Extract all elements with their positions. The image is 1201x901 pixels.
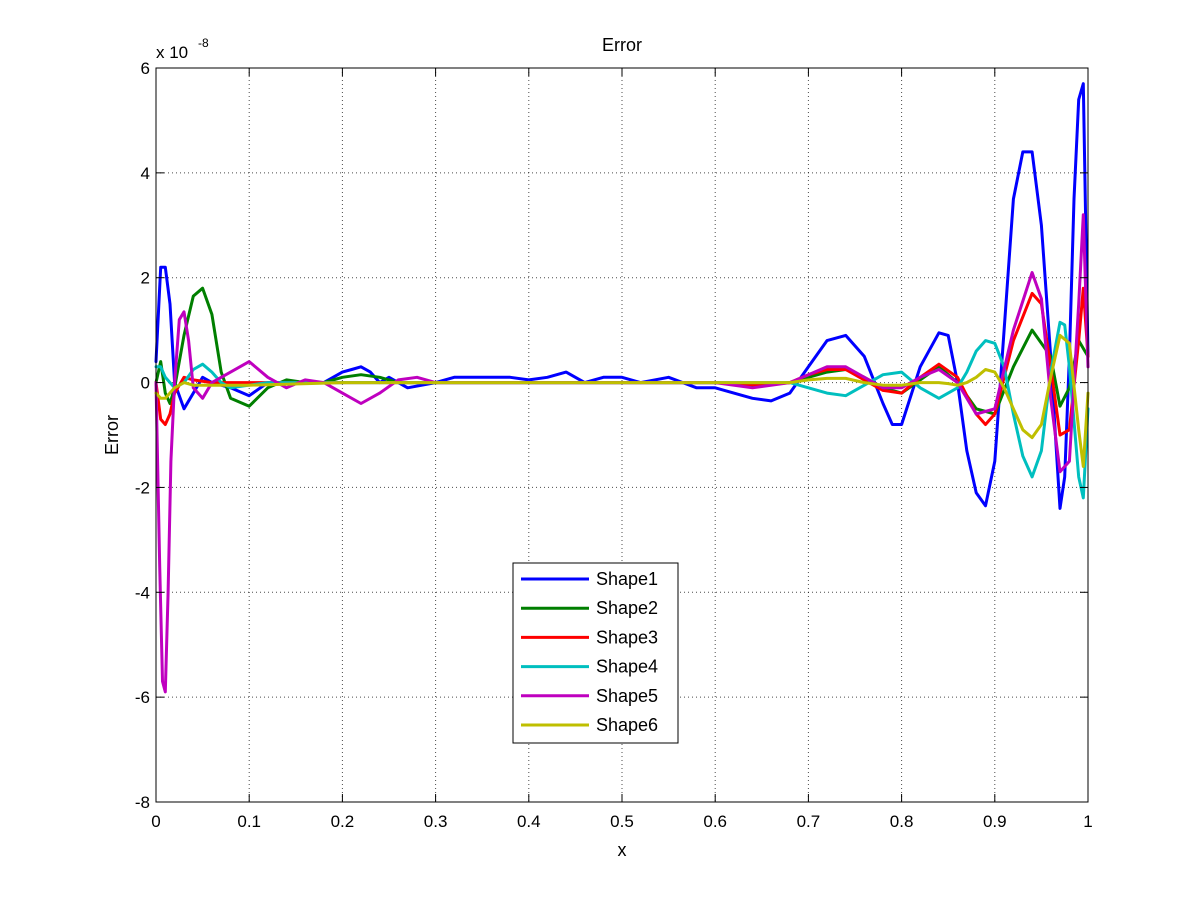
legend-label-shape5: Shape5 <box>596 686 658 706</box>
series-layer <box>154 82 1090 694</box>
legend-box <box>512 562 679 744</box>
legend-label-shape4: Shape4 <box>596 657 658 677</box>
x-tick-label: 0.4 <box>517 812 541 831</box>
y-tick-label: -2 <box>135 478 150 497</box>
x-tick-label: 0.2 <box>331 812 355 831</box>
y-tick-label: -6 <box>135 688 150 707</box>
legend-label-shape3: Shape3 <box>596 627 658 647</box>
x-axis-label: x <box>618 840 627 860</box>
x-tick-label: 1 <box>1083 812 1092 831</box>
series-line-shape6 <box>154 333 1090 468</box>
x-tick-label: 0.1 <box>237 812 261 831</box>
legend: Shape1 Shape2 Shape3 Shape4 Shape5 Shape6 <box>512 562 679 744</box>
y-tick-label: 2 <box>141 269 150 288</box>
y-tick-label: -4 <box>135 583 150 602</box>
chart-title: Error <box>602 35 642 55</box>
y-tick-labels: -8 -6 -4 -2 0 2 4 6 <box>135 59 150 812</box>
legend-items: Shape1 Shape2 Shape3 Shape4 Shape5 Shape6 <box>521 569 658 735</box>
legend-label-shape6: Shape6 <box>596 715 658 735</box>
ticks <box>155 67 1089 803</box>
x-tick-labels: 0 0.1 0.2 0.3 0.4 0.5 0.6 0.7 0.8 0.9 1 <box>151 812 1092 831</box>
scale-base: x 10 <box>156 43 188 62</box>
x-tick-label: 0.5 <box>610 812 634 831</box>
y-tick-label: -8 <box>135 793 150 812</box>
x-tick-label: 0 <box>151 812 160 831</box>
y-axis-label: Error <box>102 415 122 455</box>
series-line-shape4 <box>154 320 1090 500</box>
x-tick-label: 0.7 <box>797 812 821 831</box>
scale-exponent: -8 <box>198 36 209 50</box>
legend-label-shape2: Shape2 <box>596 598 658 618</box>
x-tick-label: 0.3 <box>424 812 448 831</box>
x-tick-label: 0.9 <box>983 812 1007 831</box>
y-tick-label: 6 <box>141 59 150 78</box>
y-tick-label: 0 <box>141 374 150 393</box>
y-tick-label: 4 <box>141 164 150 183</box>
x-tick-label: 0.8 <box>890 812 914 831</box>
series-line-shape3 <box>154 286 1090 437</box>
x-tick-label: 0.6 <box>703 812 727 831</box>
y-scale-exponent: x 10 -8 <box>156 36 209 62</box>
legend-label-shape1: Shape1 <box>596 569 658 589</box>
